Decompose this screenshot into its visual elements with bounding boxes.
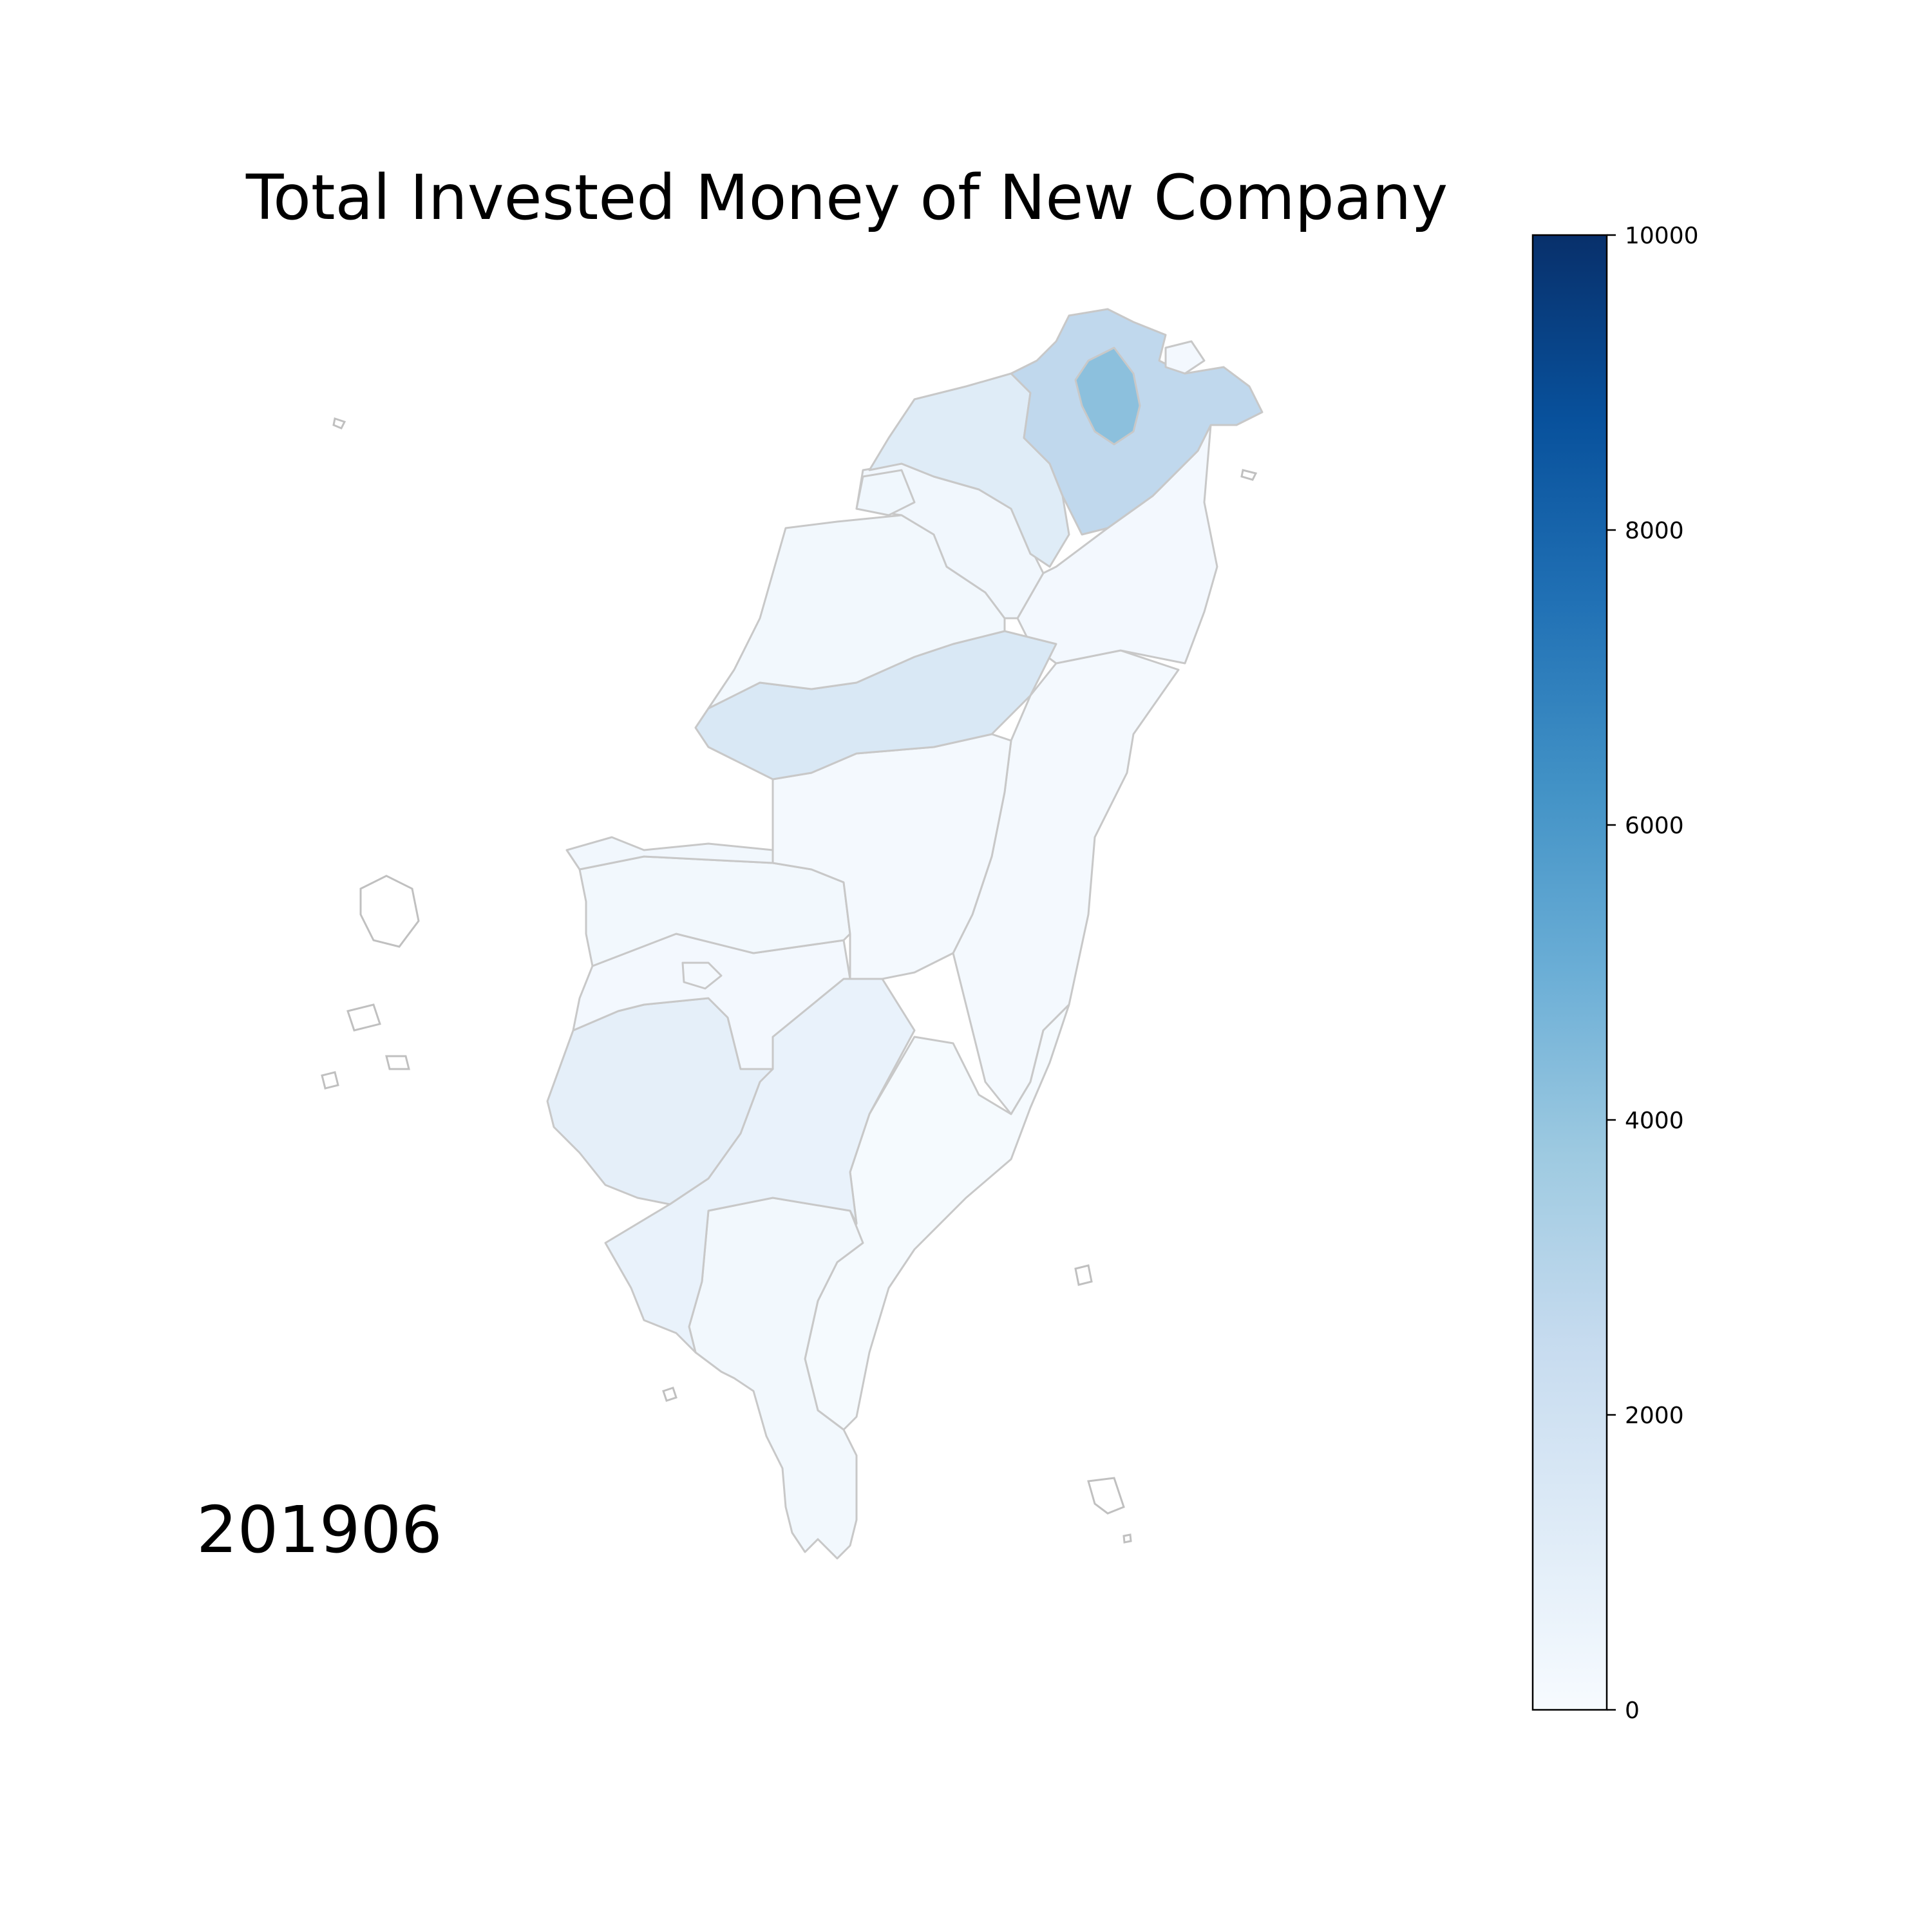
colorbar-gradient [1533, 235, 1607, 1710]
colorbar-tick-label: 0 [1625, 1698, 1640, 1724]
islet-penghu-small-2 [385, 1055, 410, 1070]
colorbar-ticks: 0 2000 4000 6000 8000 10000 [1607, 223, 1699, 1724]
islet-tiny-southeast [1122, 1533, 1132, 1544]
taiwan-map [321, 308, 1264, 1560]
region-pingtung [688, 1197, 864, 1560]
colorbar-tick-label: 8000 [1625, 518, 1684, 544]
islet-northeast [1240, 469, 1258, 481]
islet-green [1074, 1264, 1093, 1286]
colorbar-tick-label: 10000 [1625, 223, 1699, 249]
islet-penghu-small-1 [321, 1071, 339, 1090]
region-changhua [565, 836, 774, 871]
region-hsinchu-city [855, 469, 916, 516]
colorbar-tick-label: 4000 [1625, 1108, 1684, 1134]
region-chiayi-city [681, 961, 723, 990]
islet-penghu-main [359, 875, 420, 948]
map-title: Total Invested Money of New Company [245, 162, 1448, 234]
period-label: 201906 [196, 1492, 442, 1567]
colorbar: 0 2000 4000 6000 8000 10000 [1531, 223, 1699, 1724]
region-keelung [1164, 340, 1206, 375]
colorbar-frame [1531, 234, 1608, 1711]
colorbar-tick-label: 2000 [1625, 1403, 1684, 1429]
islet-liuqiu [662, 1387, 677, 1402]
islet-penghu-south [346, 1003, 381, 1032]
region-taipei [1074, 346, 1141, 446]
islets [321, 417, 1258, 1544]
colorbar-tick-label: 6000 [1625, 813, 1684, 839]
islet-orchid [1087, 1477, 1125, 1515]
islet-north-1 [332, 417, 346, 430]
